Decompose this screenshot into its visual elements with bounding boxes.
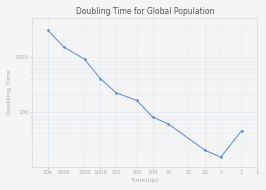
Y-axis label: Doubling Time: Doubling Time [7, 70, 12, 115]
Title: Doubling Time for Global Population: Doubling Time for Global Population [76, 7, 214, 16]
X-axis label: Time(bp): Time(bp) [131, 178, 159, 183]
